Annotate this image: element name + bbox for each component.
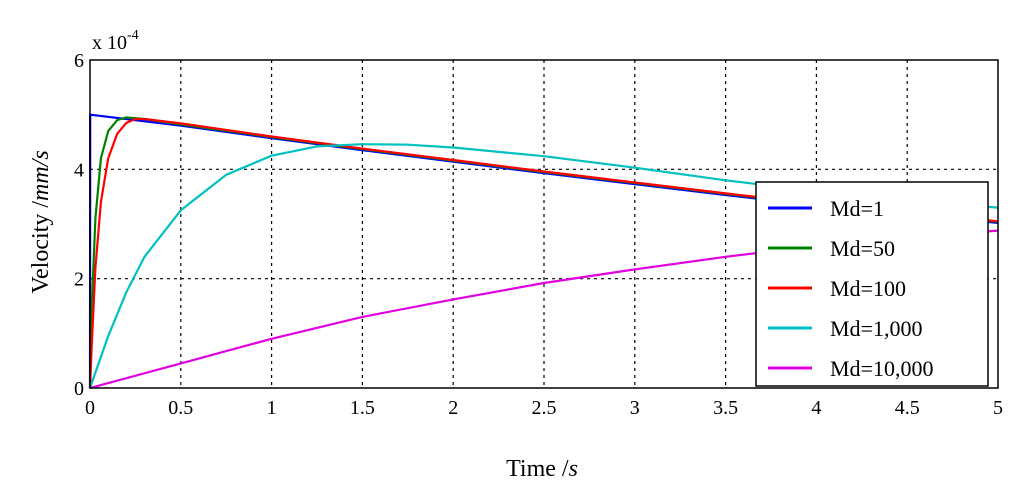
series-line-md-100 [88,117,999,389]
y-tick-label: 0 [74,378,84,400]
y-tick-labels: 0 2 4 6 [74,50,84,400]
x-tick-label: 1.5 [350,397,375,419]
legend-label: Md=1,000 [830,316,922,341]
x-tick-label: 3.5 [713,397,738,419]
x-tick-label: 2.5 [532,397,557,419]
x-tick-label: 1 [267,397,277,419]
x-tick-label: 3 [630,397,640,419]
plot-frame [89,59,999,389]
x-tick-label: 4 [811,397,821,419]
legend-label: Md=10,000 [830,356,933,381]
legend-label: Md=1 [830,196,884,221]
x-tick-label: 2 [448,397,458,419]
x-tick-label: 0 [85,397,95,419]
x-tick-label: 4.5 [895,397,920,419]
y-tick-label: 4 [74,159,84,181]
y-multiplier: x 10-4 [92,28,139,54]
legend-box [755,181,989,387]
x-tick-labels: 0 0.5 1 1.5 2 2.5 3 3.5 4 4.5 5 [85,397,1003,419]
x-tick-label: 0.5 [168,397,193,419]
x-axis-label: Time /s [506,456,578,482]
y-tick-label: 6 [74,50,84,72]
y-axis-label: Velocity /mm/s [28,150,54,293]
legend: Md=1 Md=50 Md=100 Md=1,000 Md=10,000 [755,181,989,387]
y-tick-label: 2 [74,269,84,291]
legend-label: Md=50 [830,236,895,261]
legend-label: Md=100 [830,276,906,301]
x-tick-label: 5 [993,397,1003,419]
